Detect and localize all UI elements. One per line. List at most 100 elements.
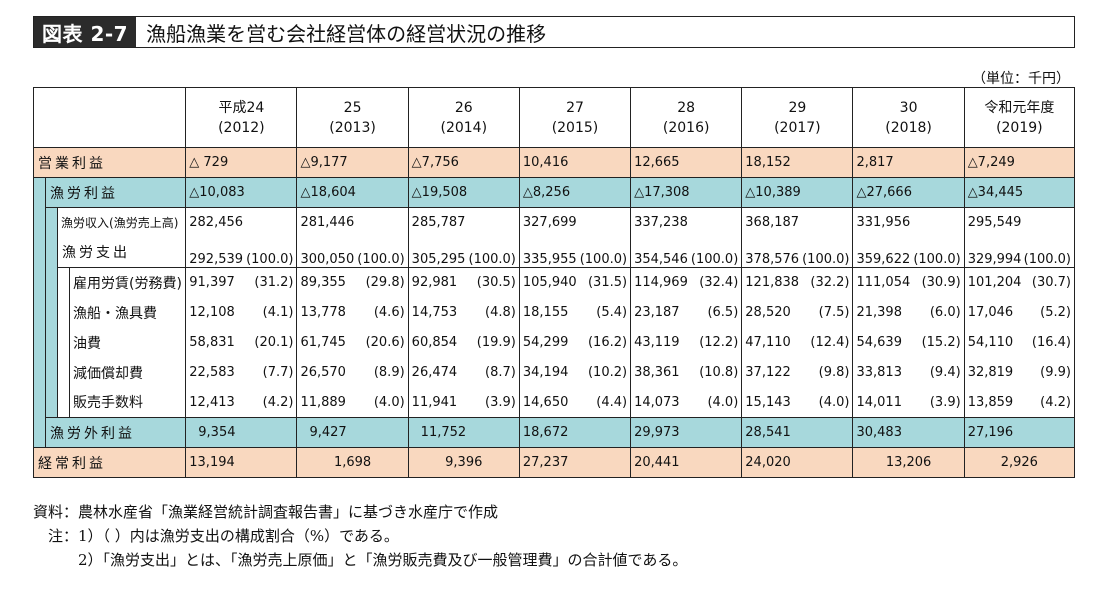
- row-sales-commission: 販売手数料 12,413 (4.2) 11,889 (4.0) 11,941 (3.9…: [34, 387, 1076, 418]
- share: (12.4): [810, 335, 850, 350]
- row-gear: 漁船・漁具費 12,108 (4.1) 13,778 (4.6) 14,753 (4.…: [34, 297, 1076, 328]
- amount: 54,110: [967, 335, 1014, 350]
- cell: △27,666: [852, 177, 965, 208]
- cell: 54,639 (15.2): [852, 327, 965, 358]
- year-top: 26: [454, 99, 473, 116]
- year-bottom: (2015): [551, 119, 599, 136]
- cell: 24,020: [741, 447, 854, 478]
- year-header: 平成24 (2012): [185, 87, 298, 148]
- share: (5.4): [596, 305, 628, 320]
- year-header: 26 (2014): [407, 87, 520, 148]
- cell: 61,745 (20.6): [296, 327, 409, 358]
- cell: 28,520 (7.5): [741, 297, 854, 328]
- share: (100.0): [690, 252, 739, 267]
- amount: 14,011: [856, 394, 902, 410]
- share: (3.9): [929, 394, 961, 410]
- cell: 60,854 (19.9): [407, 327, 520, 358]
- amount: 378,576: [745, 252, 800, 267]
- cell: 354,546 (100.0): [630, 237, 743, 268]
- share: (29.8): [365, 275, 405, 291]
- year-bottom: (2018): [885, 119, 932, 136]
- share: (9.8): [818, 365, 850, 380]
- cell: 18,672: [518, 417, 632, 448]
- cell: 30,483: [852, 417, 965, 448]
- cell: 92,981 (30.5): [407, 267, 520, 298]
- cell: 47,110 (12.4): [741, 327, 854, 358]
- cell: 2,926: [963, 447, 1076, 478]
- amount: 329,994: [967, 252, 1022, 267]
- cell: △7,756: [407, 147, 520, 178]
- amount: 359,622: [856, 252, 911, 267]
- cell: 23,187 (6.5): [630, 297, 743, 328]
- cell: △10,083: [185, 177, 298, 208]
- cell: 17,046 (5.2): [963, 297, 1076, 328]
- footnote-2: 2）「漁労支出」とは、「漁労売上原価」と「漁労販売費及び一般管理費」の合計値であ…: [33, 551, 688, 569]
- share: (20.1): [254, 335, 294, 350]
- source-note: 資料：農林水産省「漁業経営統計調査報告書」に基づき水産庁で作成: [33, 503, 499, 521]
- amount: 32,819: [967, 365, 1014, 380]
- amount: 33,813: [856, 365, 902, 380]
- row-fishing-profit: 漁労利益 △10,083 △18,604 △19,508 △8,256 △17,…: [32, 177, 1076, 448]
- amount: 111,054: [856, 275, 911, 291]
- cell: 1,698: [296, 447, 409, 478]
- cell: 329,994 (100.0): [963, 237, 1076, 268]
- row-fishing-expense: 漁労支出 292,539 (100.0) 300,050 (100.0) 305,2…: [34, 237, 1076, 268]
- cell: 300,050 (100.0): [296, 237, 409, 268]
- share: (4.0): [707, 394, 739, 410]
- cell: 29,973: [630, 417, 743, 448]
- share: (100.0): [1023, 252, 1071, 267]
- cell: 295,549: [963, 207, 1076, 238]
- amount: 92,981: [411, 275, 458, 291]
- cell: 15,143 (4.0): [741, 387, 854, 418]
- cell: 368,187: [741, 207, 854, 238]
- share: (9.9): [1040, 365, 1071, 380]
- cell: 10,416: [518, 147, 632, 178]
- row-label: 営業利益: [32, 147, 187, 178]
- row-labor: 雇用労賃(労務費) 91,397 (31.2) 89,355 (29.8) 92,9…: [34, 267, 1076, 418]
- amount: 13,859: [967, 394, 1014, 410]
- year-bottom: (2016): [662, 119, 710, 136]
- share: (16.4): [1031, 335, 1071, 350]
- amount: 34,194: [522, 365, 569, 380]
- amount: 14,650: [522, 394, 569, 410]
- row-ordinary-profit: 経常利益 13,194 1,698 9,396 27,237 20,441 24…: [32, 447, 1076, 478]
- year-bottom: (2014): [440, 119, 488, 136]
- share: (30.9): [921, 275, 961, 291]
- year-top: 25: [343, 99, 362, 116]
- amount: 26,474: [411, 365, 458, 380]
- year-top: 28: [677, 99, 696, 116]
- year-top: 令和元年度: [984, 99, 1055, 116]
- cell: 282,456: [185, 207, 298, 238]
- cell: 21,398 (6.0): [852, 297, 965, 328]
- figure-label: 図表 2-7: [34, 17, 137, 47]
- amount: 14,073: [634, 394, 680, 410]
- amount: 121,838: [745, 275, 800, 291]
- share: (6.0): [929, 305, 961, 320]
- row-non-fishing-profit: 漁労外利益 9,354 9,427 11,752 18,672 29,973 2…: [34, 417, 1076, 448]
- share: (15.2): [921, 335, 961, 350]
- cell: △8,256: [518, 177, 632, 208]
- amount: 18,155: [522, 305, 569, 320]
- share: (32.4): [699, 275, 739, 291]
- cell: 12,413 (4.2): [185, 387, 298, 418]
- share: (6.5): [707, 305, 739, 320]
- cell: 331,956: [852, 207, 965, 238]
- amount: 38,361: [634, 365, 680, 380]
- amount: 89,355: [300, 275, 346, 291]
- cell: 335,955 (100.0): [518, 237, 632, 268]
- cell: 11,752: [407, 417, 520, 448]
- amount: 11,941: [411, 394, 458, 410]
- cell: 13,778 (4.6): [296, 297, 409, 328]
- header-corner: [32, 87, 187, 148]
- amount: 21,398: [856, 305, 902, 320]
- cell: 14,011 (3.9): [852, 387, 965, 418]
- row-label: 漁労収入(漁労売上高): [57, 207, 187, 238]
- cell: 105,940 (31.5): [518, 267, 632, 298]
- share: (4.2): [1040, 394, 1071, 410]
- amount: 37,122: [745, 365, 791, 380]
- cell: 26,474 (8.7): [407, 357, 520, 388]
- cell: 27,237: [518, 447, 632, 478]
- cell: 12,108 (4.1): [185, 297, 298, 328]
- amount: 61,745: [300, 335, 346, 350]
- cell: 11,941 (3.9): [407, 387, 520, 418]
